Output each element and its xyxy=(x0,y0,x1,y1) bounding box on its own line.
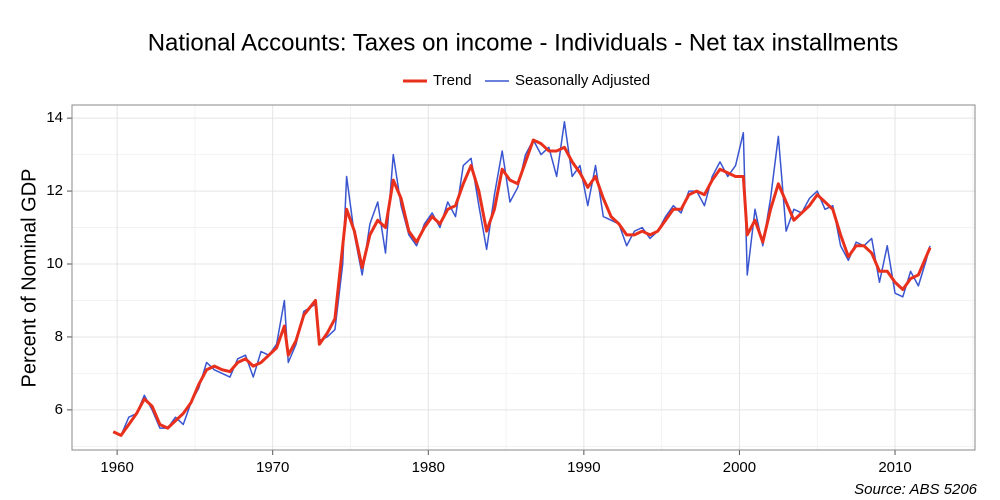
plot-border xyxy=(71,104,976,451)
y-tick-label: 6 xyxy=(55,401,63,418)
legend-label: Trend xyxy=(433,72,472,89)
series-line xyxy=(112,138,932,437)
y-axis-label: Percent of Nominal GDP xyxy=(18,169,40,388)
y-tick-label: 8 xyxy=(55,328,63,345)
legend-label: Seasonally Adjusted xyxy=(515,72,650,89)
x-tick-label: 1980 xyxy=(412,459,445,476)
y-tick-label: 14 xyxy=(46,109,63,126)
y-tick-label: 12 xyxy=(46,182,63,199)
plot-background xyxy=(72,105,975,450)
x-tick-label: 1990 xyxy=(567,459,600,476)
x-tick-label: 1960 xyxy=(100,459,133,476)
chart-title: National Accounts: Taxes on income - Ind… xyxy=(148,29,899,56)
x-tick-label: 2000 xyxy=(723,459,756,476)
x-tick-label: 2010 xyxy=(878,459,911,476)
y-tick-label: 10 xyxy=(46,255,63,272)
source-note: Source: ABS 5206 xyxy=(854,481,978,498)
x-tick-label: 1970 xyxy=(256,459,289,476)
